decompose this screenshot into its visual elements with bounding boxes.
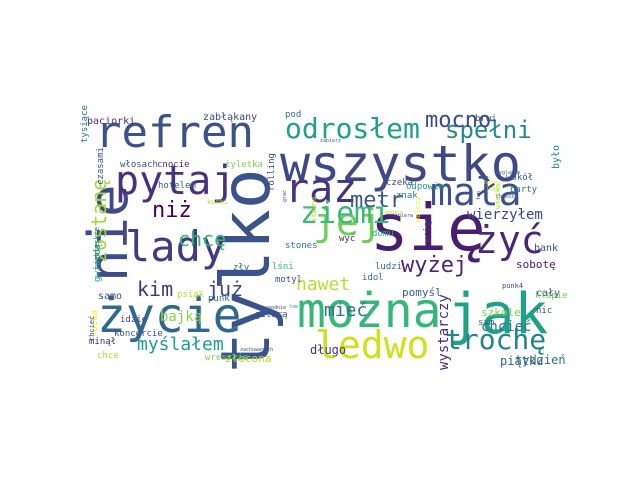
cloud-word: wciąż bbox=[423, 215, 433, 243]
cloud-word: się bbox=[370, 192, 486, 266]
cloud-word: chce bbox=[97, 351, 119, 361]
cloud-word: stones bbox=[285, 241, 318, 251]
cloud-word: lady bbox=[125, 222, 227, 271]
cloud-word: wyć bbox=[339, 234, 356, 244]
cloud-word: złocona bbox=[225, 352, 272, 365]
cloud-word: kurki bbox=[207, 198, 229, 206]
cloud-word: ludzi bbox=[375, 262, 403, 272]
cloud-word: sławna bbox=[310, 196, 318, 222]
cloud-word: pytaj bbox=[115, 158, 236, 204]
cloud-word: refren bbox=[95, 107, 254, 158]
cloud-word: kim bbox=[137, 277, 174, 301]
word-cloud: tylko wszystko się jak można życie refre… bbox=[75, 99, 573, 373]
cloud-word: cały bbox=[536, 288, 561, 299]
cloud-word: spełni bbox=[445, 116, 532, 144]
cloud-word: włosach bbox=[120, 160, 158, 170]
cloud-word: pomyśl bbox=[402, 286, 442, 299]
cloud-word: wreszcie bbox=[205, 353, 249, 363]
cloud-word: trochę bbox=[445, 323, 547, 356]
cloud-word: metr bbox=[350, 188, 403, 213]
cloud-word: samo bbox=[98, 291, 123, 302]
cloud-word: wystarczy bbox=[436, 294, 452, 370]
cloud-word: zabierz bbox=[320, 138, 342, 144]
cloud-word: chcieć bbox=[481, 319, 532, 335]
cloud-word: zabłąkany bbox=[203, 112, 258, 123]
cloud-word: brwi bbox=[475, 114, 497, 124]
cloud-word: punk bbox=[208, 294, 230, 304]
cloud-word: uczy bbox=[487, 186, 500, 192]
cloud-word: tydzień bbox=[515, 353, 566, 367]
cloud-word: klapie bbox=[535, 291, 568, 301]
cloud-word: wyglądam bbox=[496, 170, 521, 176]
cloud-word: szkole bbox=[481, 306, 521, 319]
cloud-word: słuchać bbox=[480, 180, 502, 186]
cloud-word: punk4 bbox=[502, 282, 524, 290]
cloud-word: ziemi bbox=[300, 196, 391, 231]
cloud-word: czeka bbox=[386, 178, 414, 188]
cloud-word: myślałem bbox=[137, 334, 224, 355]
cloud-word: chcesz bbox=[496, 194, 515, 200]
cloud-word: żyć bbox=[475, 218, 544, 262]
cloud-word: tam bbox=[289, 304, 299, 310]
cloud-word: było bbox=[551, 144, 562, 169]
cloud-word: mieć bbox=[324, 300, 368, 321]
cloud-word: hotelem bbox=[158, 181, 196, 191]
cloud-word: motyl bbox=[275, 275, 303, 285]
cloud-word: sobotę bbox=[516, 258, 556, 271]
cloud-word: grać bbox=[282, 189, 288, 202]
cloud-word: życie bbox=[97, 288, 242, 344]
cloud-word: zły bbox=[233, 263, 250, 273]
cloud-word: bank bbox=[534, 243, 559, 254]
cloud-word: mocno bbox=[425, 108, 492, 133]
cloud-word: idzie bbox=[120, 315, 148, 325]
cloud-word: najpierw bbox=[389, 213, 414, 219]
cloud-word: odrosłem bbox=[285, 112, 420, 145]
cloud-word: pod bbox=[285, 110, 302, 120]
cloud-word: wokół bbox=[506, 173, 534, 183]
cloud-word: długo bbox=[310, 343, 347, 357]
cloud-word: cnocie bbox=[157, 160, 190, 170]
cloud-word: paciorki bbox=[87, 116, 136, 127]
cloud-word: żyletka bbox=[225, 160, 263, 170]
cloud-word: ten bbox=[476, 190, 482, 200]
cloud-word: tysiące bbox=[80, 105, 90, 143]
cloud-word: party bbox=[510, 185, 538, 195]
cloud-word: piątku bbox=[500, 354, 544, 368]
cloud-word: nic bbox=[536, 306, 553, 316]
cloud-word: czasami bbox=[96, 147, 106, 185]
cloud-word: wszystko bbox=[280, 135, 521, 193]
cloud-word: idol bbox=[362, 273, 384, 283]
cloud-word: odpowie bbox=[406, 182, 444, 192]
cloud-word: sam bbox=[478, 318, 495, 328]
cloud-word: niebieskie bbox=[93, 226, 101, 269]
cloud-word: nawet bbox=[296, 274, 351, 295]
cloud-word: będzie bbox=[385, 210, 404, 216]
cloud-word: domu bbox=[372, 229, 394, 239]
cloud-word: raz bbox=[285, 166, 358, 212]
cloud-word: niż bbox=[152, 198, 192, 223]
cloud-word: rolling bbox=[267, 153, 277, 191]
cloud-word: wyżej bbox=[401, 253, 468, 278]
cloud-word: jej bbox=[313, 200, 382, 244]
cloud-word: walczy bbox=[414, 196, 422, 222]
cloud-word: ledwo bbox=[315, 323, 430, 367]
cloud-word: znak bbox=[396, 191, 418, 201]
cloud-word: mała bbox=[430, 170, 522, 214]
cloud-word: chcę bbox=[178, 227, 227, 251]
cloud-word: psiak bbox=[177, 290, 205, 300]
cloud-word: już bbox=[207, 277, 244, 301]
cloud-word: koncercie bbox=[114, 329, 163, 339]
cloud-word: lśni bbox=[272, 262, 294, 272]
cloud-word: wierzyłem bbox=[467, 207, 543, 223]
cloud-word: spodnie bbox=[265, 305, 287, 311]
cloud-word: zachowanych bbox=[240, 347, 274, 353]
cloud-word: można bbox=[297, 283, 442, 339]
cloud-word: jak bbox=[447, 282, 549, 347]
cloud-word: bajką bbox=[160, 309, 203, 325]
cloud-word: gitarą bbox=[255, 310, 288, 320]
cloud-word: minął bbox=[89, 337, 117, 347]
